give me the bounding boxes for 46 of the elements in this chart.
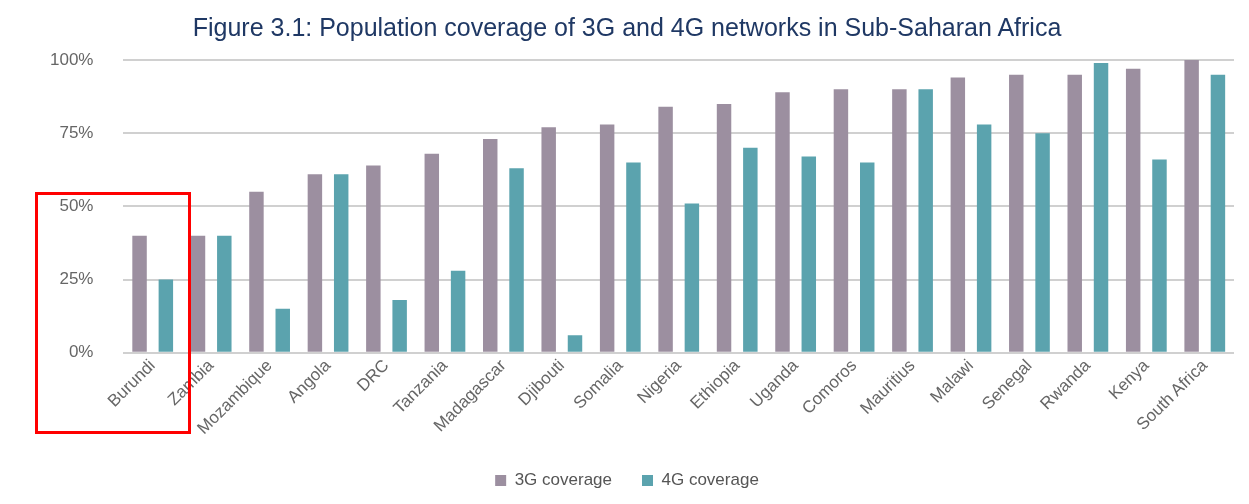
- bar: [275, 308, 290, 352]
- bar: [541, 127, 556, 352]
- bar: [976, 124, 992, 352]
- legend-label: 4G coverage: [661, 470, 759, 490]
- bar: [158, 279, 174, 352]
- bar: [1009, 74, 1024, 352]
- bar: [716, 103, 732, 352]
- bar: [743, 147, 758, 352]
- bar: [801, 156, 817, 352]
- y-tick-label: 75%: [59, 122, 94, 142]
- bar: [658, 106, 673, 352]
- bar: [892, 89, 907, 352]
- bar: [775, 92, 790, 352]
- bar: [509, 168, 524, 352]
- bar: [833, 89, 849, 352]
- bar: [392, 300, 407, 352]
- bar: [1210, 74, 1226, 352]
- bar: [132, 235, 147, 352]
- bar: [333, 174, 349, 352]
- legend-label: 3G coverage: [514, 470, 613, 490]
- bar: [483, 139, 498, 352]
- bar: [950, 77, 966, 352]
- bar: [684, 203, 700, 352]
- chart-title: Figure 3.1: Population coverage of 3G and 4G networks in Sub-Saharan Africa: [192, 12, 1062, 41]
- bar: [1152, 159, 1167, 352]
- bar: [1035, 133, 1050, 352]
- bar: [567, 335, 583, 352]
- y-tick-label: 50%: [59, 196, 94, 216]
- bar: [626, 162, 641, 352]
- bar: [599, 124, 615, 352]
- y-tick-label: 0%: [68, 342, 94, 362]
- bar: [1125, 68, 1141, 352]
- bar: [190, 235, 206, 352]
- bar: [1184, 60, 1199, 352]
- bar: [450, 270, 466, 352]
- bar: [860, 162, 875, 352]
- bar: [249, 191, 264, 352]
- bar: [366, 165, 381, 352]
- y-tick-label: 100%: [50, 49, 94, 69]
- bar: [1067, 74, 1082, 352]
- bar: [918, 89, 933, 352]
- y-tick-label: 25%: [59, 269, 94, 289]
- bar: [307, 174, 323, 352]
- bar: [1093, 62, 1109, 352]
- bar: [217, 235, 232, 352]
- bar: [424, 153, 440, 352]
